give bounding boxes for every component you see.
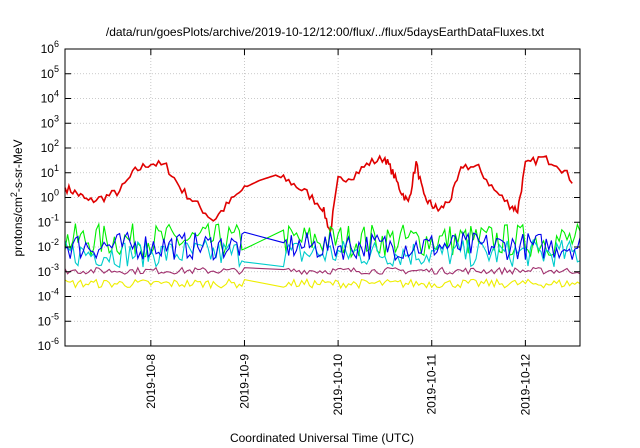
y-tick-label: 10-1 bbox=[38, 212, 59, 229]
y-tick-label: 101 bbox=[41, 163, 59, 180]
chart-title: /data/run/goesPlots/archive/2019-10-12/1… bbox=[106, 25, 545, 39]
y-tick-label: 106 bbox=[41, 39, 59, 56]
series-line bbox=[64, 266, 581, 276]
x-tick-label: 2019-10-8 bbox=[144, 354, 158, 409]
y-tick-label: 100 bbox=[41, 188, 59, 205]
y-tick-label: 104 bbox=[41, 89, 59, 106]
y-tick-label: 103 bbox=[41, 113, 59, 130]
y-tick-label: 102 bbox=[41, 138, 59, 155]
series-line bbox=[64, 222, 581, 259]
series-lines bbox=[64, 154, 581, 290]
series-line bbox=[64, 154, 573, 234]
y-tick-label: 10-3 bbox=[38, 262, 59, 279]
y-axis-label: protons/cm2-s-sr-MeV bbox=[9, 139, 25, 256]
x-axis-label: Coordinated Universal Time (UTC) bbox=[230, 431, 414, 445]
y-tick-label: 10-4 bbox=[38, 287, 59, 304]
x-tick-label: 2019-10-10 bbox=[331, 354, 345, 416]
x-axis-ticks: 2019-10-8 2019-10-9 2019-10-10 2019-10-11 20… bbox=[144, 49, 532, 416]
series-line bbox=[64, 277, 581, 290]
x-tick-label: 2019-10-12 bbox=[518, 354, 532, 416]
y-tick-label: 10-6 bbox=[38, 336, 59, 353]
x-tick-label: 2019-10-9 bbox=[237, 354, 251, 409]
y-tick-label: 10-2 bbox=[38, 237, 59, 254]
y-tick-label: 105 bbox=[41, 64, 59, 81]
x-tick-label: 2019-10-11 bbox=[425, 354, 439, 415]
y-tick-label: 10-5 bbox=[38, 311, 59, 328]
y-axis-ticks: 10-6 10-5 10-4 10-3 10-2 10-1 100 101 102 103 104 1… bbox=[38, 39, 580, 353]
series-line bbox=[64, 230, 581, 262]
